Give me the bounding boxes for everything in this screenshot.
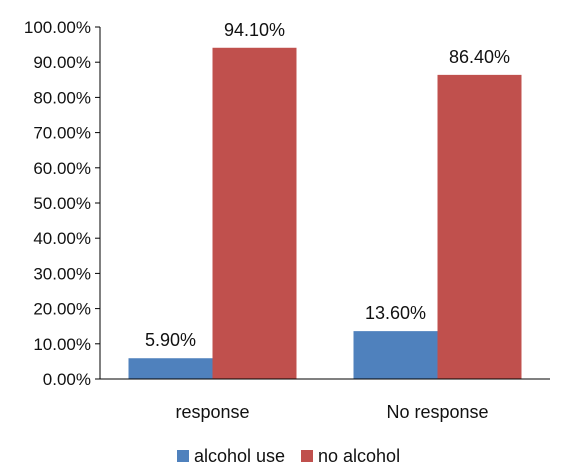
y-tick-label: 30.00% (33, 264, 91, 283)
bar-no-alcohol-no-response (437, 74, 522, 379)
bar-value-label: 5.90% (145, 330, 196, 350)
y-tick-label: 100.00% (24, 18, 91, 37)
y-tick-label: 20.00% (33, 300, 91, 319)
y-tick-label: 40.00% (33, 229, 91, 248)
legend-swatch (177, 450, 189, 462)
bar-alcohol-use-response (128, 358, 213, 379)
y-tick-label: 50.00% (33, 194, 91, 213)
bar-value-label: 86.40% (449, 47, 510, 67)
x-category-label: No response (386, 402, 488, 422)
y-tick-label: 90.00% (33, 53, 91, 72)
y-tick-label: 70.00% (33, 124, 91, 143)
x-category-label: response (175, 402, 249, 422)
y-tick-label: 60.00% (33, 159, 91, 178)
legend-swatch (301, 450, 313, 462)
y-tick-label: 80.00% (33, 88, 91, 107)
y-tick-label: 10.00% (33, 335, 91, 354)
bar-value-label: 13.60% (365, 303, 426, 323)
data-labels: 5.90% 94.10% 13.60% 86.40% (145, 20, 510, 350)
legend: alcohol use no alcohol (177, 446, 400, 466)
y-axis-ticks: 0.00% 10.00% 20.00% 30.00% 40.00% 50.00% 60.00… (24, 18, 100, 389)
bar-alcohol-use-no-response (353, 331, 438, 379)
bar-value-label: 94.10% (224, 20, 285, 40)
legend-label: alcohol use (194, 446, 285, 466)
y-tick-label: 0.00% (43, 370, 91, 389)
legend-label: no alcohol (318, 446, 400, 466)
bar-no-alcohol-response (212, 47, 297, 379)
x-axis-labels: response No response (175, 402, 488, 422)
bars (128, 47, 522, 379)
